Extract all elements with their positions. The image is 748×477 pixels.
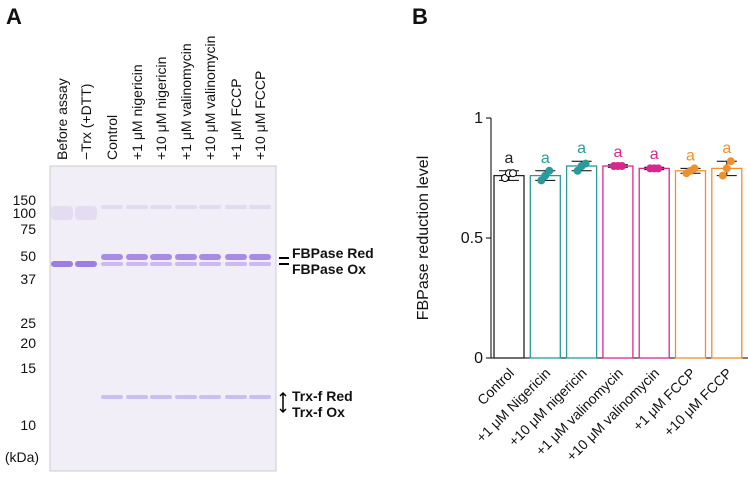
band — [249, 254, 271, 260]
bar — [529, 174, 561, 359]
band — [101, 254, 123, 260]
band — [126, 254, 148, 260]
band — [249, 395, 271, 399]
lane-label: +1 μM FCCP — [228, 78, 244, 160]
band — [51, 261, 73, 267]
lane-label: +10 μM FCCP — [252, 71, 268, 160]
unit: (kDa) — [5, 449, 39, 465]
lane-label: +10 μM valinomycin — [202, 36, 218, 160]
lane-label: Control — [104, 115, 120, 160]
lane-label: Before assay — [54, 78, 70, 160]
data-point — [581, 159, 590, 168]
band — [175, 254, 197, 260]
band — [51, 206, 73, 220]
lane-label: +1 μM nigericin — [129, 64, 145, 160]
annotation: a — [541, 150, 550, 167]
annotation: a — [613, 144, 622, 161]
band — [150, 262, 172, 266]
band — [150, 395, 172, 399]
band-label: FBPase Ox — [292, 261, 366, 277]
data-point — [545, 166, 554, 175]
data-point — [690, 164, 699, 173]
band — [225, 205, 247, 209]
band — [199, 205, 221, 209]
data-point — [509, 169, 517, 178]
y-tick-label: 0.5 — [461, 230, 483, 247]
marker-label: 20 — [20, 335, 36, 351]
band — [126, 262, 148, 266]
band — [101, 395, 123, 399]
band — [175, 262, 197, 266]
arrow — [279, 391, 287, 414]
band-label: FBPase Red — [292, 245, 374, 261]
y-tick-label: 1 — [474, 110, 483, 127]
annotation: a — [650, 146, 659, 163]
band — [126, 395, 148, 399]
marker-label: 25 — [20, 315, 36, 331]
bar — [493, 174, 525, 359]
marker-label: 75 — [20, 221, 36, 237]
band — [249, 205, 271, 209]
lane-label: +10 μM nigericin — [153, 57, 169, 160]
marker-label: 15 — [20, 360, 36, 376]
y-tick-label: 0 — [474, 350, 483, 367]
band — [150, 205, 172, 209]
band — [101, 205, 123, 209]
bar — [565, 165, 598, 359]
band — [175, 395, 197, 399]
bar — [674, 170, 707, 359]
marker-label: 100 — [13, 205, 37, 221]
data-point — [722, 164, 731, 173]
annotation: a — [686, 147, 695, 164]
annotation: a — [577, 140, 586, 157]
band — [225, 254, 247, 260]
band — [199, 254, 221, 260]
marker-label: 10 — [20, 417, 36, 433]
data-point — [718, 171, 727, 180]
y-axis-title: FBPase reduction level — [415, 156, 432, 321]
band-label: Trx-f Red — [292, 388, 353, 404]
bar — [711, 167, 743, 359]
band — [175, 205, 197, 209]
band — [249, 262, 271, 266]
data-point — [654, 164, 663, 173]
panel-letter: A — [6, 4, 22, 29]
band — [75, 261, 97, 267]
marker-label: 50 — [20, 248, 36, 264]
band — [75, 206, 97, 220]
band — [199, 395, 221, 399]
bar — [602, 165, 634, 359]
data-point — [726, 157, 735, 166]
bar — [638, 167, 670, 359]
annotation: a — [505, 150, 514, 167]
band — [101, 262, 123, 266]
marker-label: 150 — [13, 192, 37, 208]
data-point — [617, 162, 626, 170]
band — [126, 205, 148, 209]
band — [225, 262, 247, 266]
band — [225, 395, 247, 399]
annotation: a — [722, 140, 731, 157]
lane-label: +1 μM valinomycin — [178, 43, 194, 160]
band-label: Trx-f Ox — [292, 404, 345, 420]
lane-label: −Trx (+DTT) — [78, 84, 94, 160]
band — [199, 262, 221, 266]
band — [150, 254, 172, 260]
marker-label: 37 — [20, 271, 36, 287]
panel-letter: B — [412, 4, 428, 29]
